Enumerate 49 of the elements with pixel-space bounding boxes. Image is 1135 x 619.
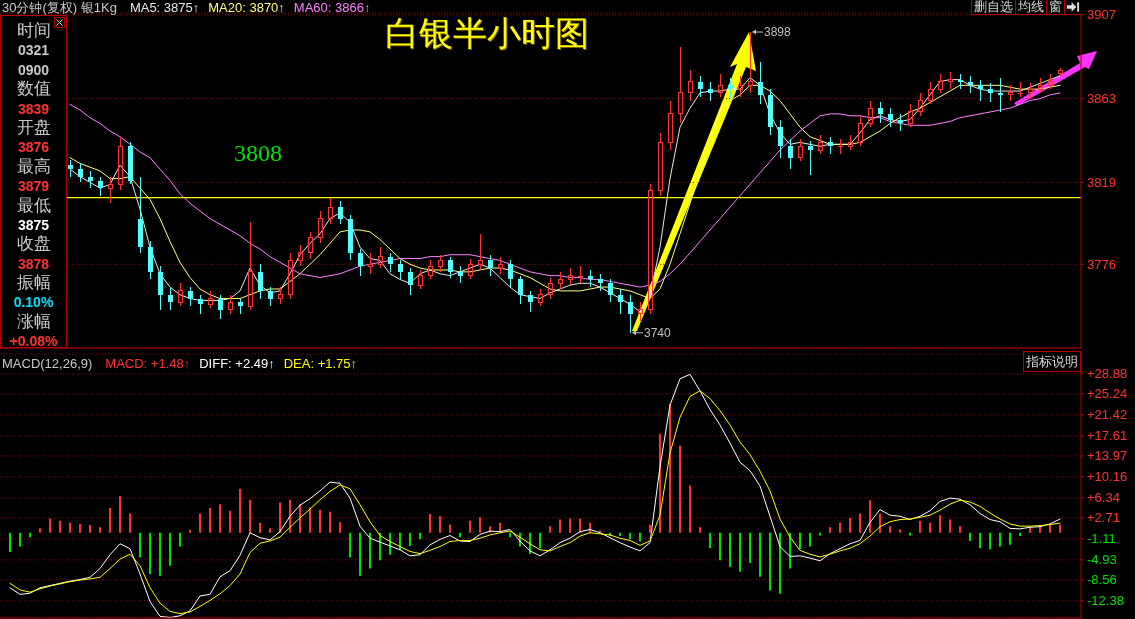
chart-title: MACD(12,26,9) — [2, 356, 93, 371]
annotation: 时间 — [16, 21, 51, 40]
y-tick-label: +6.34 — [1087, 490, 1120, 506]
text: MA60: 3866↑ — [293, 0, 371, 15]
text: DEA: +1.75↑ — [283, 356, 358, 371]
annotation: 最低 — [16, 195, 51, 215]
annotation: 0321 — [17, 42, 50, 59]
y-tick-label: 3819 — [1087, 174, 1116, 190]
y-tick-label: 3907 — [1087, 7, 1116, 23]
text: MA5: 3875↑ — [129, 0, 200, 15]
annotation: 收盘 — [16, 234, 51, 254]
annotation: 窗 — [1046, 0, 1064, 15]
annotation: 均线 — [1015, 0, 1046, 15]
y-tick-label: +17.61 — [1087, 428, 1128, 444]
y-tick-label: -4.93 — [1087, 552, 1117, 568]
annotation: 3898 — [764, 25, 792, 40]
annotation: 3876 — [17, 139, 50, 156]
annotation: 删自选 — [971, 0, 1015, 15]
y-tick-label: +28.88 — [1087, 366, 1128, 382]
annotation: 开盘 — [16, 117, 51, 137]
annotation: 3740 — [644, 325, 672, 340]
y-tick-label: +13.97 — [1087, 448, 1128, 464]
annotation: 振幅 — [16, 273, 51, 293]
chart-subtitle: 30分钟(复权) 银1Kg — [2, 0, 117, 15]
annotation: +0.08% — [9, 333, 58, 350]
annotation: 3878 — [17, 255, 50, 272]
y-tick-label: 3776 — [1087, 256, 1116, 272]
annotation: 涨幅 — [16, 311, 51, 331]
annotation: 0900 — [17, 61, 50, 78]
y-tick-label: +25.24 — [1087, 386, 1128, 402]
y-tick-label: 3863 — [1087, 91, 1116, 107]
annotation: 最高 — [16, 156, 51, 176]
y-tick-label: -1.11 — [1087, 531, 1116, 547]
y-tick-label: -8.56 — [1087, 572, 1117, 588]
y-tick-label: -12.38 — [1087, 593, 1124, 609]
annotation: 指标说明 — [1023, 351, 1081, 372]
annotation: 3808 — [234, 139, 282, 167]
annotation: 数值 — [16, 79, 51, 99]
y-tick-label: +10.16 — [1087, 469, 1128, 485]
y-tick-label: +21.42 — [1087, 407, 1128, 423]
text: DIFF: +2.49↑ — [199, 356, 275, 371]
y-tick-label: +2.71 — [1087, 510, 1120, 526]
chart-title: 白银半小时图 — [385, 13, 589, 53]
text: MACD: +1.48↑ — [105, 356, 191, 371]
text: MA20: 3870↑ — [208, 0, 285, 15]
annotation: 3879 — [17, 178, 50, 195]
annotation: 3839 — [17, 100, 50, 117]
annotation: 3875 — [17, 216, 50, 233]
annotation: 0.10% — [13, 294, 54, 311]
